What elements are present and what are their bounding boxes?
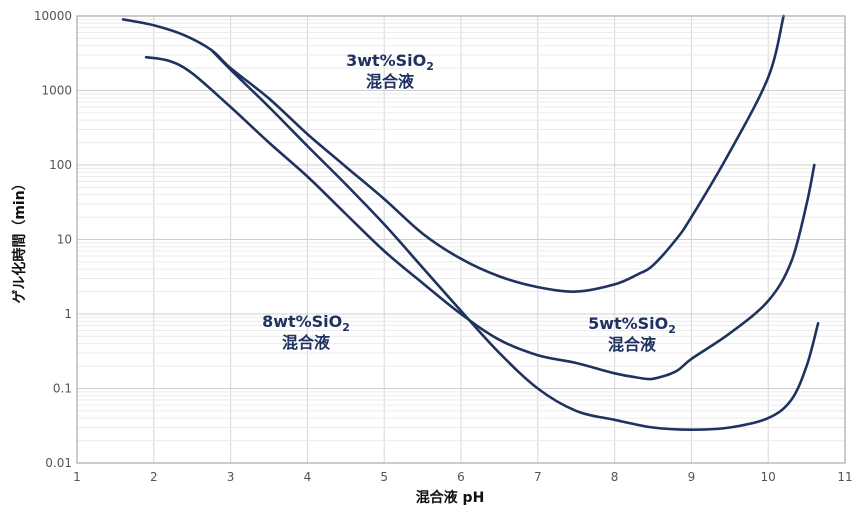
y-tick-label: 0.01	[45, 456, 72, 470]
series-line-1	[121, 14, 785, 293]
y-tick-label: 1000	[41, 84, 72, 98]
x-tick-label: 6	[457, 470, 465, 484]
x-tick-label: 9	[688, 470, 696, 484]
y-axis-label: ゲル化時間（min）	[11, 176, 28, 303]
y-tick-label: 0.1	[53, 382, 72, 396]
plot-frame	[76, 15, 846, 464]
series-label-2: 5wt%SiO2	[588, 314, 676, 336]
x-tick-label: 1	[73, 470, 81, 484]
x-tick-label: 7	[534, 470, 542, 484]
series-label-1: 3wt%SiO2	[346, 51, 434, 73]
x-tick-label: 11	[837, 470, 852, 484]
x-tick-label: 10	[761, 470, 776, 484]
x-axis-label: 混合液 pH	[416, 489, 485, 506]
y-tick-label: 1	[64, 307, 72, 321]
x-tick-label: 8	[611, 470, 619, 484]
y-tick-label: 10000	[34, 9, 72, 23]
series-label-3: 8wt%SiO2	[262, 312, 350, 334]
tick-labels: 1 2 3 4 5 6 7 8 9 10 11 0.01 0.1 1 10 100 1000 10000	[34, 9, 853, 484]
y-tick-label: 10	[57, 233, 72, 247]
series-label-3-line2: 混合液	[282, 333, 331, 352]
x-tick-label: 2	[150, 470, 158, 484]
series-label-2-line2: 混合液	[608, 335, 657, 354]
series-label-1-line2: 混合液	[366, 72, 415, 91]
y-tick-label: 100	[49, 158, 72, 172]
x-tick-label: 3	[227, 470, 235, 484]
series-lines	[121, 14, 820, 431]
series-line-3	[210, 48, 820, 431]
x-tick-label: 5	[380, 470, 388, 484]
series-line-2	[144, 55, 816, 381]
x-tick-label: 4	[304, 470, 312, 484]
grid	[76, 15, 846, 464]
